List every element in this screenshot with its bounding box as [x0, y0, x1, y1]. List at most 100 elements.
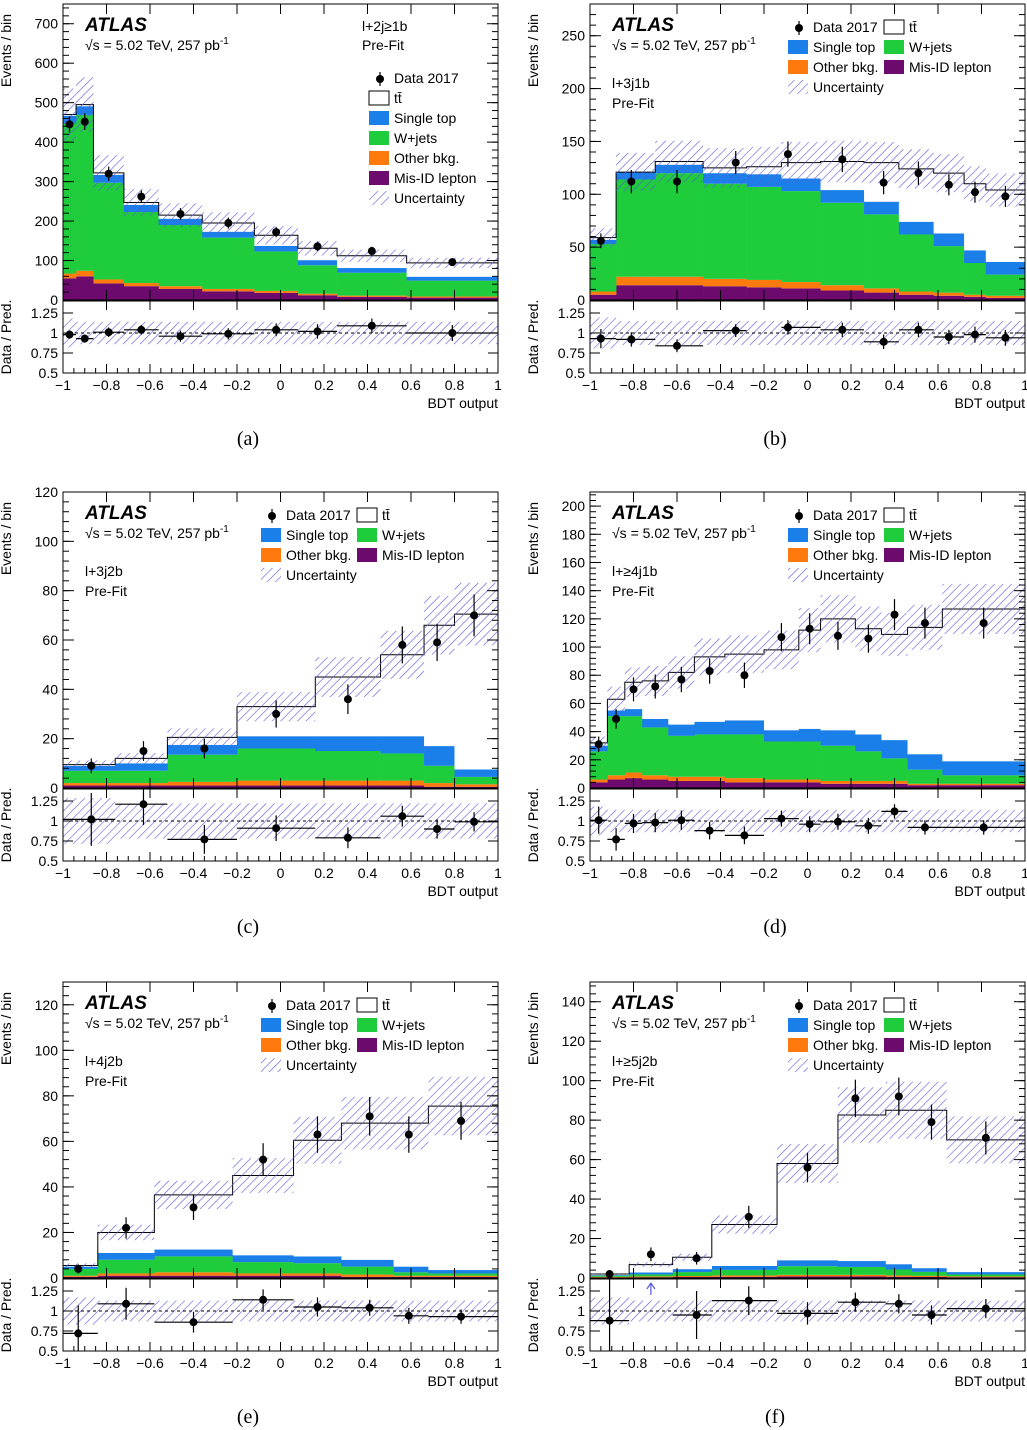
legend-entry-wjets: W+jets [884, 527, 952, 543]
legend-label-other: Other bkg. [286, 547, 351, 563]
legend-entry-unc: Uncertainty [788, 79, 884, 95]
bar-ttbar [798, 630, 821, 729]
bar-ttbar [629, 1264, 673, 1273]
atlas-label: ATLAS [84, 503, 147, 524]
legend-entry-misid: Mis-ID lepton [884, 547, 991, 563]
bar-other [590, 291, 617, 295]
bar-misid [837, 1276, 887, 1278]
y-tick-label: 0 [50, 780, 58, 796]
bar-wjets [864, 214, 900, 289]
data-point [224, 219, 233, 228]
bar-other [590, 779, 608, 783]
bar-other [985, 295, 1025, 298]
ratio-point [433, 825, 442, 833]
legend-entry-unc: Uncertainty [788, 567, 884, 583]
bar-misid [907, 785, 943, 788]
x-tick-label: −0.6 [663, 1355, 691, 1371]
data-point [137, 192, 146, 201]
bar-other [406, 296, 498, 298]
bar-wjets [115, 770, 168, 784]
energy-label: √s = 5.02 TeV, 257 pb-1 [85, 36, 229, 53]
bar-single_top [629, 1272, 673, 1275]
x-tick-label: 0.6 [401, 865, 421, 881]
legend-swatch-single_top [788, 1018, 808, 1032]
legend-swatch-wjets [369, 131, 389, 145]
legend-label-other: Other bkg. [394, 150, 459, 166]
x-tick-label: 0.8 [972, 377, 992, 393]
y-tick-label: 40 [569, 724, 585, 740]
legend-entry-single_top: Single top [261, 1017, 348, 1033]
bar-misid [590, 782, 608, 788]
legend-entry-ttbar: tt̄ [356, 997, 390, 1013]
data-point [627, 177, 636, 186]
bar-other [428, 1275, 498, 1277]
y-tick-label: 0 [50, 1270, 58, 1286]
region-label: l+3j1b [612, 75, 650, 91]
legend-data-point [795, 512, 803, 520]
legend-entry-single_top: Single top [788, 1017, 875, 1033]
stack-group [590, 140, 1025, 300]
uncertainty-band [337, 249, 407, 262]
legend-swatch-wjets [884, 40, 904, 54]
y-tick-label: 20 [42, 731, 58, 747]
bar-single_top [428, 1270, 498, 1274]
legend-label-ttbar: tt̄ [394, 90, 402, 106]
ratio-point [594, 816, 603, 825]
uncertainty-band [672, 1253, 712, 1261]
data-point [313, 242, 322, 251]
bar-single_top [985, 261, 1025, 275]
panel-e: 0 20 40 60 80 100 120 Events / bin ATLAS√s = 5.0… [0, 981, 502, 1428]
bar-wjets [781, 191, 821, 283]
data-point [189, 1203, 198, 1212]
ratio-group [63, 318, 498, 348]
panel-b: 0 50 100 150 200 250 Events / bin ATLAS√s = 5.0… [525, 3, 1027, 450]
ratio-point [777, 814, 786, 823]
ratio-uncertainty-band [911, 1300, 947, 1322]
y-tick-label: 200 [35, 213, 59, 229]
bar-other [864, 288, 900, 293]
legend-label-data: Data 2017 [813, 19, 878, 35]
legend-swatch-ttbar [356, 997, 378, 1013]
legend-label-misid: Mis-ID lepton [394, 170, 476, 186]
x-tick-label: 0 [277, 1355, 285, 1371]
x-tick-label: −0.8 [93, 865, 121, 881]
ratio-point [864, 821, 873, 830]
bar-single_top [315, 736, 381, 751]
bar-single_top [237, 736, 316, 749]
x-tick-label: 0.4 [885, 377, 905, 393]
ratio-point [692, 1311, 701, 1319]
legend-swatch-unc [261, 1058, 281, 1072]
bar-other [63, 1275, 99, 1277]
bar-single_top [337, 268, 407, 273]
x-tick-label: 0.2 [314, 377, 334, 393]
legend-swatch-unc [369, 191, 389, 205]
y-tick-label: 40 [569, 1191, 585, 1207]
data-point [65, 120, 74, 129]
uncertainty-band [898, 149, 934, 189]
bar-other [820, 285, 865, 291]
legend-label-wjets: W+jets [394, 130, 437, 146]
bar-single_top [764, 730, 800, 742]
bar-single_top [406, 276, 498, 281]
legend-label-wjets: W+jets [909, 1017, 952, 1033]
bar-wjets [907, 769, 943, 784]
legend-entry-wjets: W+jets [357, 1017, 425, 1033]
ratio-y-axis-label: Data / Pred. [0, 788, 14, 863]
legend-label-misid: Mis-ID lepton [909, 1037, 991, 1053]
data-point [139, 747, 148, 755]
y-tick-label: 200 [562, 81, 586, 97]
x-tick-label: −1 [582, 865, 598, 881]
bar-wjets [898, 234, 934, 292]
y-tick-label: 40 [42, 681, 58, 697]
legend-swatch-other [261, 548, 281, 562]
legend-label-unc: Uncertainty [394, 190, 465, 206]
bar-other [655, 276, 704, 286]
legend-swatch-single_top [788, 40, 808, 54]
x-tick-label: −0.6 [663, 865, 691, 881]
bar-misid [63, 278, 77, 300]
bar-other [254, 290, 299, 293]
bar-wjets [942, 775, 1025, 784]
x-axis-label: BDT output [954, 395, 1025, 411]
data-point [981, 1133, 990, 1142]
